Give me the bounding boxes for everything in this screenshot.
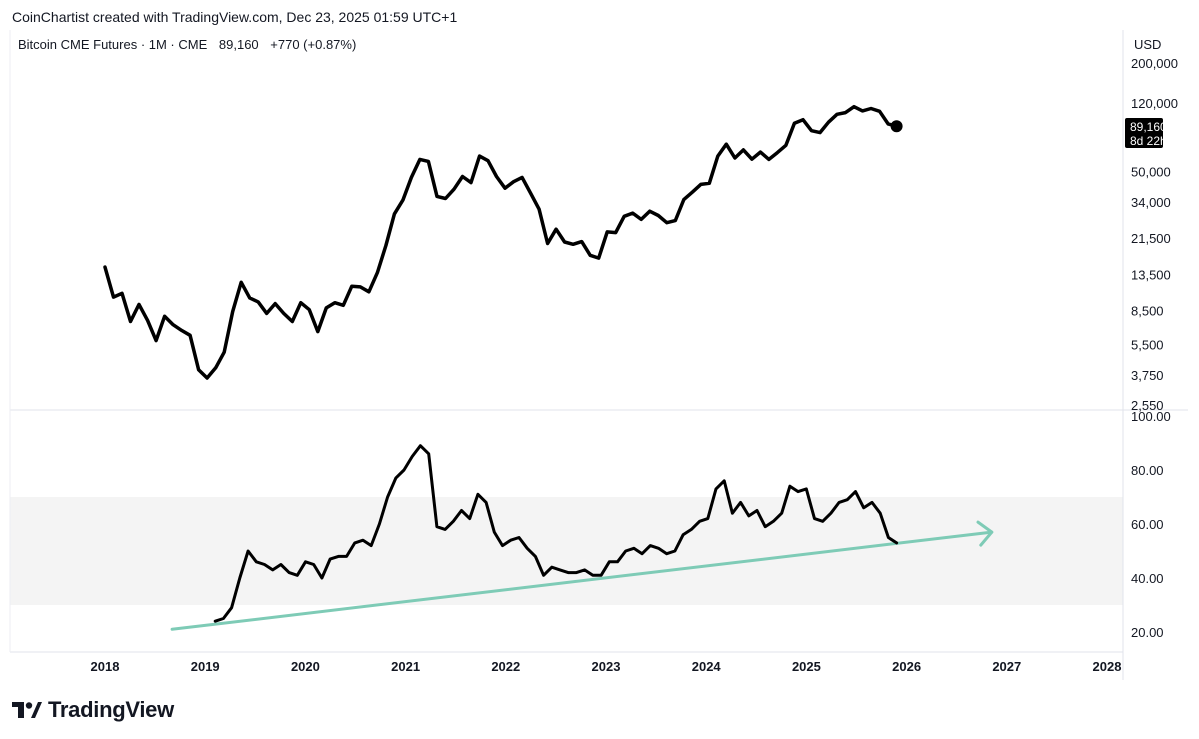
footer-brand[interactable]: TradingView — [12, 697, 174, 723]
time-tick-label: 2018 — [91, 659, 120, 674]
tradingview-logo-icon — [12, 702, 42, 718]
header-change: +770 (+0.87%) — [270, 37, 356, 52]
rsi-tick-label: 20.00 — [1131, 625, 1164, 640]
time-tick-label: 2028 — [1093, 659, 1122, 674]
time-tick-label: 2019 — [191, 659, 220, 674]
time-tick-label: 2021 — [391, 659, 420, 674]
price-tick-label: 5,500 — [1131, 338, 1164, 353]
price-tick-label: 8,500 — [1131, 304, 1164, 319]
last-price-badge: 89,160 8d 22h — [1125, 118, 1167, 148]
symbol-title: Bitcoin CME Futures · 1M · CME — [18, 37, 208, 52]
time-tick-label: 2025 — [792, 659, 821, 674]
currency-label: USD — [1134, 37, 1161, 52]
rsi-band — [10, 497, 1123, 605]
attribution-text: CoinChartist created with TradingView.co… — [12, 9, 457, 25]
symbol-line[interactable]: Bitcoin CME Futures · 1M · CME 89,160 +7… — [18, 37, 356, 52]
price-tick-label: 120,000 — [1131, 96, 1178, 111]
price-tick-label: 3,750 — [1131, 368, 1164, 383]
time-tick-label: 2026 — [892, 659, 921, 674]
time-tick-label: 2022 — [491, 659, 520, 674]
rsi-trendline[interactable] — [170, 530, 994, 631]
price-tick-label: 21,500 — [1131, 231, 1171, 246]
time-tick-label: 2023 — [592, 659, 621, 674]
rsi-series-line — [213, 444, 899, 623]
footer-brand-text: TradingView — [48, 697, 174, 722]
price-tick-label: 13,500 — [1131, 267, 1171, 282]
header-last-value: 89,160 — [219, 37, 259, 52]
rsi-tick-label: 60.00 — [1131, 517, 1164, 532]
badge-price: 89,160 — [1130, 120, 1167, 134]
trendline-arrowhead — [976, 520, 994, 547]
badge-countdown: 8d 22h — [1130, 134, 1167, 148]
time-tick-label: 2024 — [692, 659, 722, 674]
rsi-tick-label: 40.00 — [1131, 571, 1164, 586]
time-tick-label: 2020 — [291, 659, 320, 674]
price-series-line — [103, 104, 899, 380]
time-tick-label: 2027 — [992, 659, 1021, 674]
time-axis[interactable]: 2018 2019 2020 2021 2022 2023 2024 2025 2026 2027… — [91, 659, 1122, 674]
price-tick-label: 200,000 — [1131, 56, 1178, 71]
last-price-dot — [890, 120, 903, 133]
price-tick-label: 34,000 — [1131, 195, 1171, 210]
rsi-tick-label: 100.00 — [1131, 409, 1171, 424]
price-y-axis[interactable]: 200,000 120,000 50,000 34,000 21,500 13,500 8,… — [1131, 56, 1178, 413]
rsi-y-axis[interactable]: 100.00 80.00 60.00 40.00 20.00 — [1131, 409, 1171, 640]
price-tick-label: 2,550 — [1131, 398, 1164, 413]
rsi-tick-label: 80.00 — [1131, 463, 1164, 478]
price-tick-label: 50,000 — [1131, 165, 1171, 180]
